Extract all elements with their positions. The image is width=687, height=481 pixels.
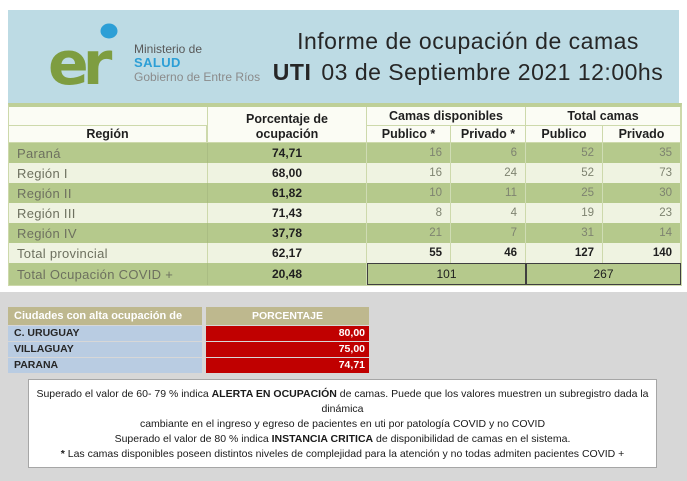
city-row-c-uruguay: C. URUGUAY 80,00 <box>8 326 373 341</box>
total-privado: 35 <box>603 143 682 163</box>
note-line-2: cambiante en el ingreso y egreso de paci… <box>139 418 546 430</box>
cities-table-header: Ciudades con alta ocupación de UTI PORCE… <box>8 307 373 340</box>
city-pct: 80,00 <box>206 326 369 341</box>
region-label: Total Ocupación COVID + <box>9 263 207 285</box>
region-label: Región II <box>9 183 207 203</box>
table-row-total-provincial: Total provincial 62,17 55 46 127 140 <box>9 243 682 263</box>
report-title-uti: UTI <box>272 59 312 85</box>
note-line-4: * Las camas disponibles poseen distintos… <box>60 448 625 460</box>
cities-header-label: Ciudades con alta ocupación de UTI <box>8 307 202 340</box>
cities-header-porcentaje: PORCENTAJE <box>206 307 369 325</box>
disp-privado: 46 <box>451 243 526 263</box>
table-row-region-1: Región I 68,00 16 24 52 73 <box>9 163 682 183</box>
pct-value: 37,78 <box>207 223 367 243</box>
disp-publico: 16 <box>367 143 451 163</box>
city-pct: 74,71 <box>206 358 369 373</box>
covid-camas-total: 267 <box>526 263 682 285</box>
disp-privado: 24 <box>451 163 526 183</box>
pct-value: 68,00 <box>207 163 367 183</box>
er-logo-icon: er <box>46 22 136 99</box>
total-publico: 127 <box>526 243 603 263</box>
report-title-line2: UTI 03 de Septiembre 2021 12:00hs <box>258 59 678 86</box>
cities-table: Ciudades con alta ocupación de UTI PORCE… <box>8 307 373 374</box>
disp-publico: 16 <box>367 163 451 183</box>
report-banner: er Ministerio de SALUD Gobierno de Entre… <box>8 10 679 103</box>
total-publico: 19 <box>526 203 603 223</box>
col-group-total-camas: Total camas <box>526 107 682 126</box>
pct-value: 61,82 <box>207 183 367 203</box>
col-header-publico-total: Publico <box>526 126 603 143</box>
region-label: Región IV <box>9 223 207 243</box>
report-title-line1: Informe de ocupación de camas <box>297 28 639 54</box>
table-row-total-covid: Total Ocupación COVID + 20,48 101 267 <box>9 263 682 285</box>
city-pct: 75,00 <box>206 342 369 357</box>
pct-value: 71,43 <box>207 203 367 223</box>
total-publico: 25 <box>526 183 603 203</box>
total-publico: 31 <box>526 223 603 243</box>
col-header-region: Región <box>9 126 207 143</box>
disp-publico: 21 <box>367 223 451 243</box>
region-label: Región III <box>9 203 207 223</box>
region-label: Región I <box>9 163 207 183</box>
ministry-line2: SALUD <box>134 55 181 70</box>
col-group-camas-disponibles: Camas disponibles <box>367 107 526 126</box>
report-title-date: 03 de Septiembre 2021 12:00hs <box>321 59 664 85</box>
header-spacer <box>9 107 207 126</box>
region-label: Paraná <box>9 143 207 163</box>
covid-disponibles-total: 101 <box>367 263 526 285</box>
city-row-villaguay: VILLAGUAY 75,00 <box>8 342 373 357</box>
col-header-privado-total: Privado <box>603 126 682 143</box>
disp-publico: 8 <box>367 203 451 223</box>
city-name: C. URUGUAY <box>8 326 202 341</box>
ministry-line3: Gobierno de Entre Ríos <box>134 70 261 84</box>
disp-publico: 55 <box>367 243 451 263</box>
svg-text:er: er <box>48 29 113 94</box>
city-name: PARANA <box>8 358 202 373</box>
table-row-region-3: Región III 71,43 8 4 19 23 <box>9 203 682 223</box>
disp-privado: 7 <box>451 223 526 243</box>
disp-publico: 10 <box>367 183 451 203</box>
ministry-name-block: Ministerio de SALUD Gobierno de Entre Rí… <box>134 42 260 84</box>
er-logo-graphic: er <box>48 23 119 99</box>
col-header-porcentaje-line1: Porcentaje de <box>207 107 367 126</box>
city-name: VILLAGUAY <box>8 342 202 357</box>
table-row-region-2: Región II 61,82 10 11 25 30 <box>9 183 682 203</box>
pct-value: 20,48 <box>207 263 367 285</box>
note-critica-bold: INSTANCIA CRITICA <box>271 433 374 445</box>
col-header-porcentaje-line2: ocupación <box>207 126 367 143</box>
note-line-3: Superado el valor de 80 % indica INSTANC… <box>114 433 571 445</box>
pct-value: 74,71 <box>207 143 367 163</box>
total-privado: 140 <box>603 243 682 263</box>
total-privado: 73 <box>603 163 682 183</box>
note-alert-bold: ALERTA EN OCUPACIÓN <box>211 388 337 400</box>
disp-privado: 4 <box>451 203 526 223</box>
city-row-parana: PARANA 74,71 <box>8 358 373 373</box>
total-privado: 30 <box>603 183 682 203</box>
col-header-publico-disp: Publico * <box>367 126 451 143</box>
pct-value: 62,17 <box>207 243 367 263</box>
total-publico: 52 <box>526 143 603 163</box>
total-publico: 52 <box>526 163 603 183</box>
note-asterisk-bold: * <box>60 448 65 460</box>
table-row-region-4: Región IV 37,78 21 7 31 14 <box>9 223 682 243</box>
report-title: Informe de ocupación de camas UTI 03 de S… <box>258 28 678 86</box>
notes-box: Superado el valor de 60- 79 % indica ALE… <box>28 379 657 468</box>
ministry-line1: Ministerio de <box>134 42 203 56</box>
occupancy-table: Porcentaje de Camas disponibles Total ca… <box>8 103 683 286</box>
region-label: Total provincial <box>9 243 207 263</box>
disp-privado: 6 <box>451 143 526 163</box>
total-privado: 14 <box>603 223 682 243</box>
disp-privado: 11 <box>451 183 526 203</box>
table-row-parana: Paraná 74,71 16 6 52 35 <box>9 143 682 163</box>
total-privado: 23 <box>603 203 682 223</box>
col-header-privado-disp: Privado * <box>451 126 526 143</box>
note-line-1: Superado el valor de 60- 79 % indica ALE… <box>36 388 649 415</box>
